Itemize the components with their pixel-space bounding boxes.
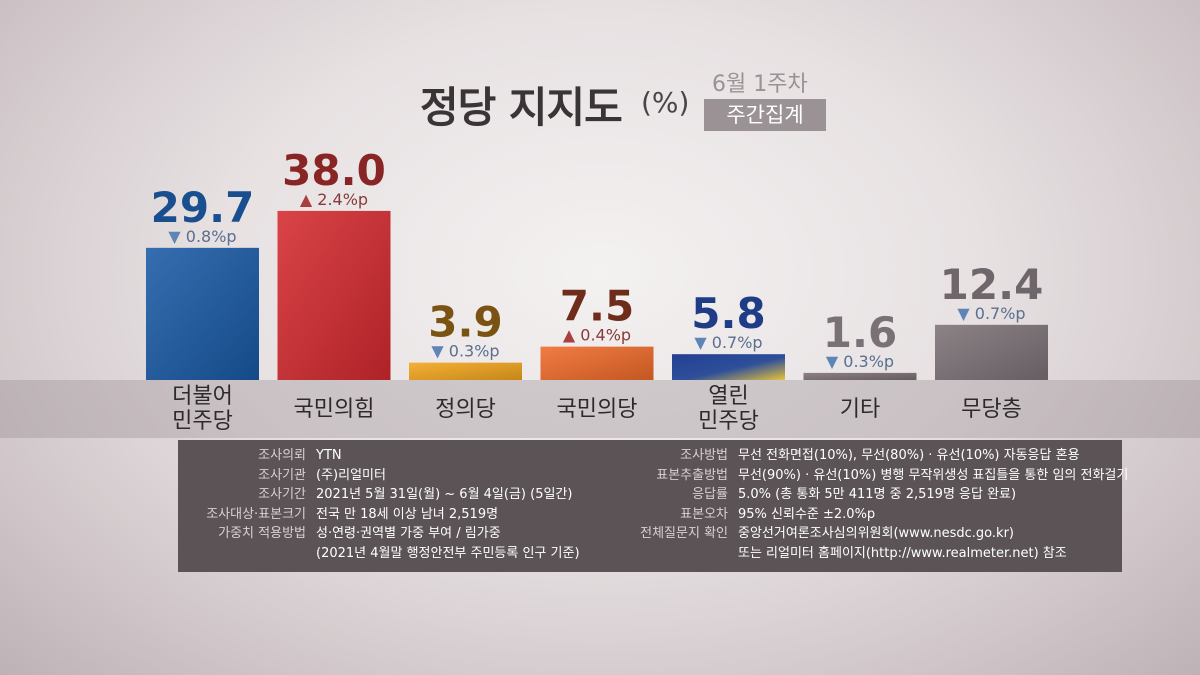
- chart-title: 정당 지지도: [420, 83, 623, 132]
- info-label: 조사의뢰: [258, 448, 306, 463]
- bar: [935, 324, 1048, 380]
- change-label: ▲ 0.4%p: [563, 326, 631, 345]
- category-label: 국민의당: [556, 396, 638, 422]
- info-row: 가중치 적용방법 성·연령·권역별 가중 부여 / 림가중: [178, 524, 580, 544]
- bar: [146, 247, 259, 380]
- value-label: 5.8: [691, 289, 765, 338]
- change-label: ▼ 0.3%p: [431, 342, 499, 361]
- info-value: 무선(90%) · 유선(10%) 병행 무작위생성 표집틀을 통한 임의 전화…: [738, 467, 1129, 483]
- unit-label: (%): [641, 86, 690, 119]
- info-row: 조사기간 2021년 5월 31일(월) ~ 6월 4일(금) (5일간): [178, 485, 580, 505]
- change-label: ▼ 0.7%p: [957, 304, 1025, 323]
- info-label: 가중치 적용방법: [218, 526, 306, 541]
- info-value: 95% 신뢰수준 ±2.0%p: [738, 506, 876, 522]
- change-label: ▼ 0.3%p: [826, 352, 894, 371]
- info-label: [610, 544, 728, 564]
- category-band: [0, 380, 1200, 438]
- change-label: ▲ 2.4%p: [300, 190, 368, 209]
- info-value: 전국 만 18세 이상 남녀 2,519명: [316, 506, 499, 522]
- bar: [803, 372, 917, 380]
- value-label: 3.9: [428, 298, 502, 347]
- survey-info-left: 조사의뢰 YTN 조사기관 (주)리얼미터 조사기간 2021년 5월 31일(월) …: [178, 446, 580, 564]
- category-label: 무당층: [961, 396, 1022, 422]
- info-label: 조사방법: [680, 448, 728, 463]
- info-label: 조사대상·표본크기: [206, 506, 306, 522]
- info-value: 무선 전화면접(10%), 무선(80%) · 유선(10%) 자동응답 혼용: [738, 448, 1080, 463]
- info-row: 응답률 5.0% (총 통화 5만 411명 중 2,519명 응답 완료): [610, 485, 1128, 505]
- bar: [540, 346, 654, 380]
- info-row: 조사대상·표본크기 전국 만 18세 이상 남녀 2,519명: [178, 505, 580, 525]
- info-label: 응답률: [692, 487, 728, 502]
- info-row: 표본오차 95% 신뢰수준 ±2.0%p: [610, 505, 1128, 525]
- info-label: 전체질문지 확인: [640, 526, 728, 541]
- info-value: 중앙선거여론조사심의위원회(www.nesdc.go.kr): [738, 526, 1014, 541]
- bar: [672, 354, 785, 380]
- info-label: 표본오차: [680, 506, 728, 522]
- info-row: 표본추출방법 무선(90%) · 유선(10%) 병행 무작위생성 표집틀을 통한…: [610, 466, 1128, 486]
- info-value: 2021년 5월 31일(월) ~ 6월 4일(금) (5일간): [316, 487, 573, 502]
- week-label: 6월 1주차: [712, 72, 808, 97]
- survey-info-box: 조사의뢰 YTN 조사기관 (주)리얼미터 조사기간 2021년 5월 31일(월) …: [178, 440, 1128, 572]
- info-value: 성·연령·권역별 가중 부여 / 림가중: [316, 526, 501, 541]
- value-label: 7.5: [560, 282, 634, 331]
- aggregation-badge: 주간집계: [704, 99, 826, 131]
- info-value: (주)리얼미터: [316, 467, 386, 483]
- category-label: 기타: [839, 396, 881, 422]
- info-value: 5.0% (총 통화 5만 411명 중 2,519명 응답 완료): [738, 487, 1017, 502]
- change-label: ▼ 0.8%p: [168, 227, 236, 246]
- info-value: YTN: [316, 448, 342, 463]
- change-label: ▼ 0.7%p: [694, 333, 762, 352]
- category-label: 정의당: [435, 396, 496, 422]
- category-label: 국민의힘: [293, 396, 375, 422]
- info-row: (2021년 4월말 행정안전부 주민등록 인구 기준): [178, 544, 580, 564]
- value-label: 29.7: [151, 183, 255, 232]
- value-label: 12.4: [940, 260, 1044, 309]
- category-label: 더불어 민주당: [172, 384, 233, 434]
- info-label: 표본추출방법: [656, 467, 728, 483]
- info-row: 조사의뢰 YTN: [178, 446, 580, 466]
- value-label: 1.6: [823, 308, 897, 357]
- survey-info-right: 조사방법 무선 전화면접(10%), 무선(80%) · 유선(10%) 자동응답…: [610, 446, 1128, 563]
- chart-header: 정당 지지도 (%) 6월 1주차 주간집계: [0, 0, 1200, 150]
- info-row: 조사기관 (주)리얼미터: [178, 466, 580, 486]
- info-value: (2021년 4월말 행정안전부 주민등록 인구 기준): [316, 545, 580, 561]
- info-row: 조사방법 무선 전화면접(10%), 무선(80%) · 유선(10%) 자동응답…: [610, 446, 1128, 466]
- info-value: 또는 리얼미터 홈페이지(http://www.realmeter.net) 참…: [738, 545, 1067, 561]
- bar-chart: ▼ 0.8%p29.7 ▲ 2.4%p38.0▼ 0.3%p3.9 ▲ 0.4%p7…: [146, 146, 1048, 380]
- info-label: 조사기간: [258, 487, 306, 502]
- info-row: 또는 리얼미터 홈페이지(http://www.realmeter.net) 참…: [610, 544, 1128, 564]
- info-label: [178, 544, 306, 564]
- bar: [409, 362, 522, 380]
- bar: [277, 210, 391, 380]
- info-row: 전체질문지 확인 중앙선거여론조사심의위원회(www.nesdc.go.kr): [610, 524, 1128, 544]
- info-label: 조사기관: [258, 467, 306, 483]
- value-label: 38.0: [282, 146, 386, 195]
- category-label: 열린 민주당: [698, 384, 759, 434]
